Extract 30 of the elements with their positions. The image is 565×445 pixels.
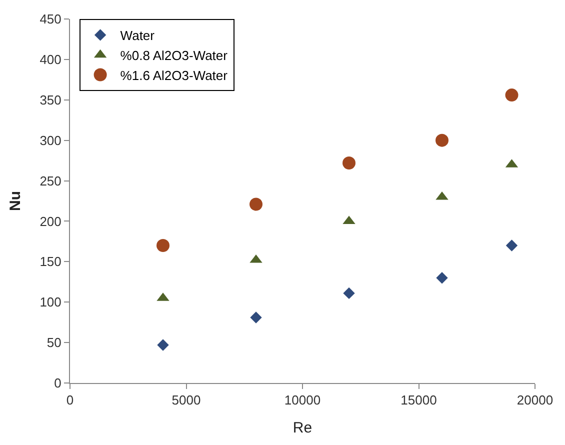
y-tick-label: 450 <box>40 12 62 27</box>
y-tick-label: 0 <box>54 376 62 391</box>
y-tick-label: 50 <box>46 335 62 350</box>
point <box>342 156 356 170</box>
y-tick-label: 350 <box>40 92 62 108</box>
point <box>157 339 169 351</box>
y-axis-title: Nu <box>6 191 24 211</box>
y-tick-label: 400 <box>40 52 62 67</box>
legend-label: Water <box>120 28 156 44</box>
point <box>436 134 448 147</box>
point <box>343 287 355 300</box>
x-axis-title: Re <box>292 420 312 437</box>
point <box>506 240 518 252</box>
x-tick-label: 0 <box>66 392 74 408</box>
y-tick-label: 150 <box>40 254 62 270</box>
y-tick-label: 300 <box>40 132 62 148</box>
point <box>250 312 262 324</box>
legend-label: %0.8 Al2O3-Water <box>120 48 228 63</box>
y-tick-label: 250 <box>40 173 62 188</box>
y-tick-label: 100 <box>40 294 62 310</box>
point <box>250 198 262 211</box>
legend-label: %1.6 Al2O3-Water <box>120 68 228 83</box>
x-tick-label: 10000 <box>284 392 321 408</box>
y-tick-label: 200 <box>40 214 62 229</box>
x-tick-label: 5000 <box>172 392 201 408</box>
x-tick-label: 20000 <box>516 392 554 408</box>
x-tick-label: 15000 <box>400 392 437 408</box>
point <box>436 272 448 284</box>
point <box>156 238 170 252</box>
point <box>505 88 518 102</box>
